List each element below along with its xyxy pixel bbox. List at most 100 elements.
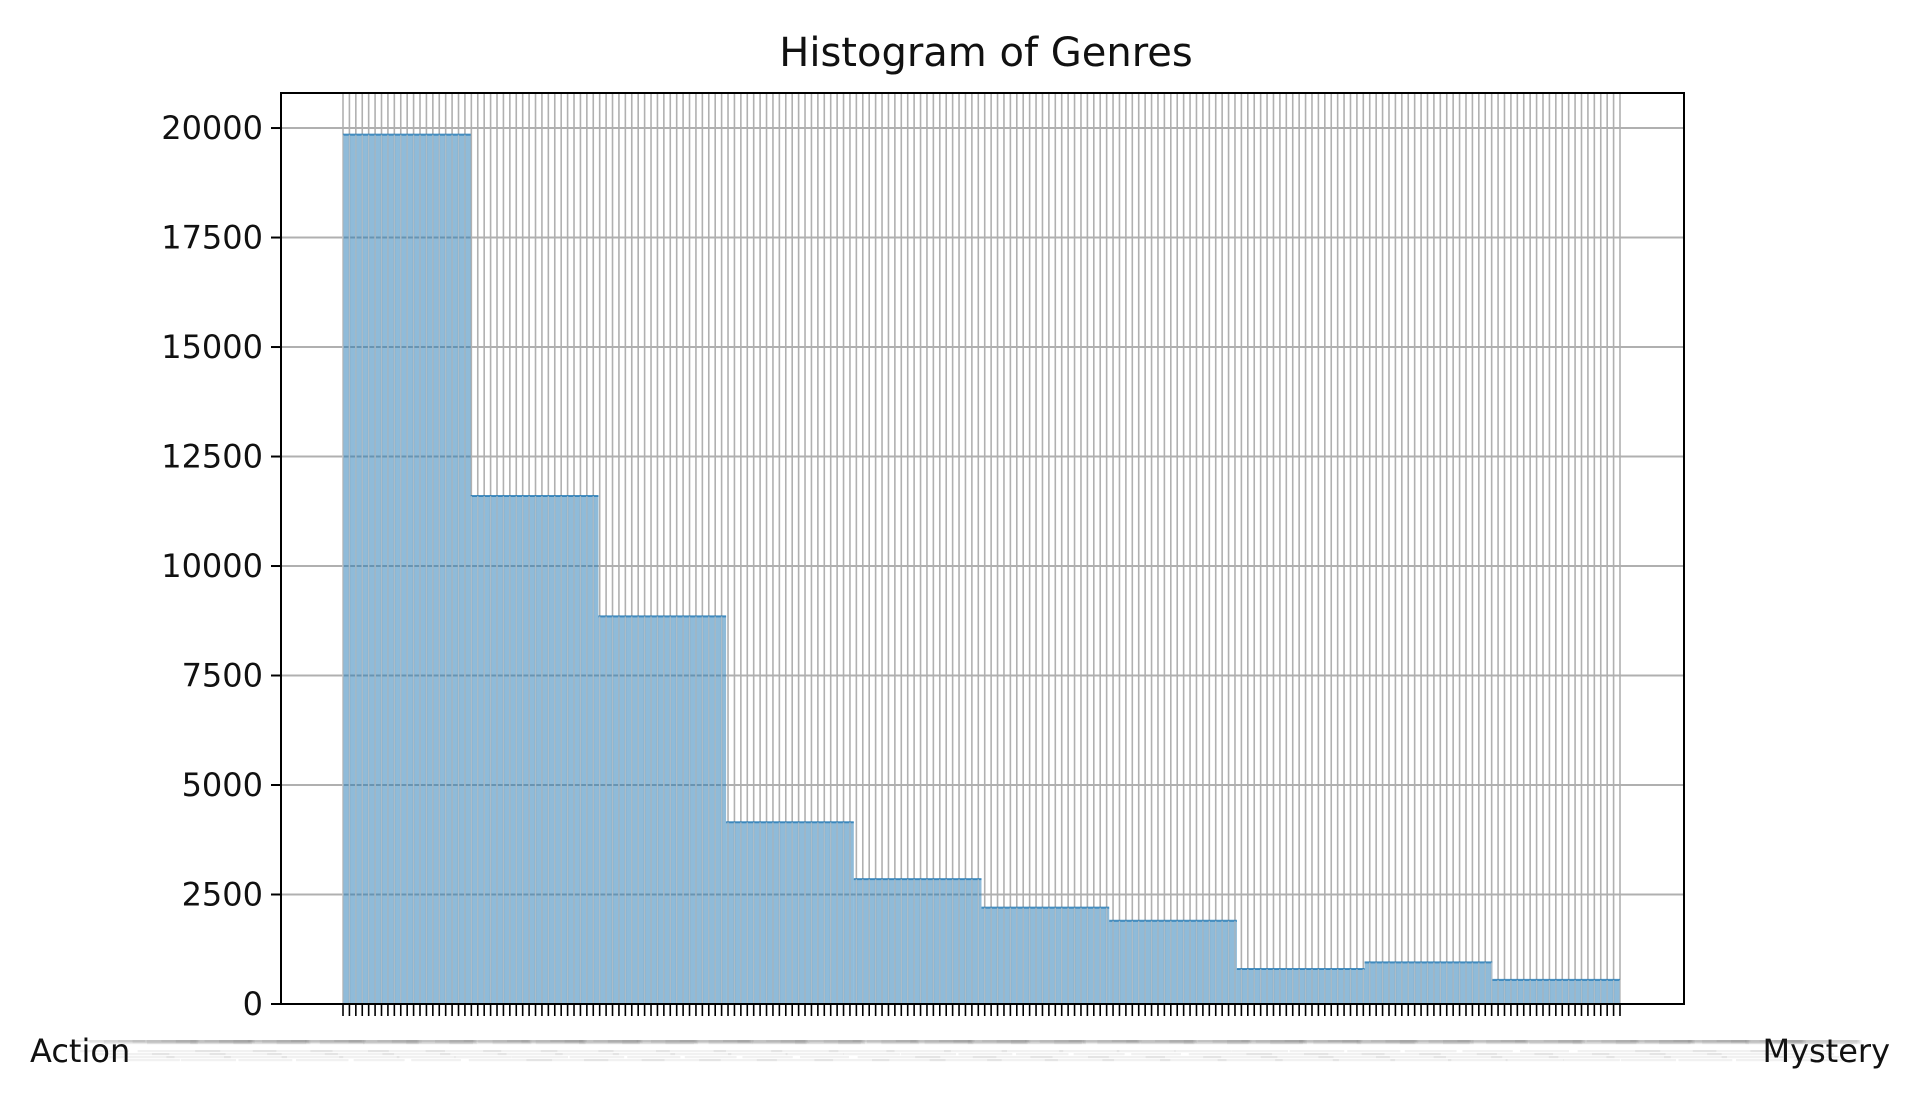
label-smear-stroke	[1558, 1040, 1640, 1044]
label-smear-stroke	[872, 1059, 946, 1062]
label-smear-stroke	[1039, 1040, 1139, 1044]
label-smear-stroke	[1764, 1053, 1835, 1056]
histogram-bar	[598, 616, 727, 1004]
label-smear-stroke	[1692, 1050, 1773, 1053]
label-smear-stroke	[1203, 1056, 1278, 1059]
label-smear-stroke	[1520, 1050, 1569, 1053]
label-smear-stroke	[1736, 1059, 1789, 1062]
label-smear-stroke	[75, 1040, 145, 1043]
histogram-bar	[1236, 968, 1365, 1004]
label-smear-stroke	[396, 1056, 456, 1059]
label-smear-stroke	[1486, 1040, 1583, 1045]
label-smear-stroke	[175, 1040, 255, 1044]
label-smear-stroke	[953, 1040, 1031, 1044]
label-smear-stroke	[852, 1040, 971, 1043]
label-smear-stroke	[353, 1059, 405, 1062]
label-smear-stroke	[1342, 1040, 1419, 1044]
label-smear-stroke	[454, 1056, 512, 1059]
label-smear-stroke	[886, 1050, 951, 1053]
label-smear-stroke	[1145, 1056, 1222, 1059]
label-smear-stroke	[80, 1050, 129, 1053]
axes-layer	[280, 92, 1685, 1005]
label-smear-stroke	[1500, 1040, 1584, 1043]
label-smear-stroke	[723, 1040, 808, 1043]
label-smear-stroke	[1059, 1050, 1120, 1053]
label-smear-stroke	[780, 1040, 864, 1044]
label-smear-stroke	[483, 1050, 558, 1053]
label-smear-stroke	[1155, 1040, 1250, 1043]
label-smear-stroke	[1361, 1053, 1441, 1056]
label-smear-stroke	[1471, 1040, 1581, 1044]
label-smear-stroke	[987, 1059, 1058, 1062]
label-smear-stroke	[1044, 1059, 1115, 1062]
label-smear-stroke	[684, 1056, 737, 1059]
label-smear-stroke	[1126, 1040, 1198, 1044]
label-smear-stroke	[713, 1050, 783, 1053]
label-smear-stroke	[1016, 1053, 1069, 1056]
label-smear-stroke	[1212, 1040, 1306, 1044]
label-smear-stroke	[132, 1040, 251, 1044]
label-smear-stroke	[521, 1040, 639, 1044]
label-smear-stroke	[1702, 1040, 1804, 1045]
label-smear-stroke	[161, 1040, 254, 1043]
label-smear-stroke	[540, 1050, 614, 1053]
label-smear-stroke	[1750, 1050, 1829, 1053]
label-smear-stroke	[319, 1040, 419, 1045]
label-smear-stroke	[737, 1040, 810, 1044]
label-smear-stroke	[1774, 1040, 1861, 1044]
label-smear-stroke	[766, 1040, 863, 1043]
label-smear-stroke	[209, 1053, 282, 1056]
label-smear-stroke	[1001, 1050, 1064, 1053]
label-smear-stroke	[699, 1059, 777, 1062]
label-smear-stroke	[512, 1056, 568, 1059]
label-smear-stroke	[1399, 1040, 1474, 1045]
label-smear-stroke	[147, 1040, 252, 1045]
label-smear-stroke	[641, 1059, 721, 1062]
label-smear-stroke	[1673, 1040, 1751, 1043]
x-tick-label: Mystery	[1762, 1032, 1890, 1070]
label-smear-stroke	[1587, 1040, 1692, 1043]
label-smear-stroke	[1721, 1056, 1784, 1059]
label-smear-stroke	[1462, 1050, 1513, 1053]
histogram-bar	[470, 495, 599, 1004]
label-smear-stroke	[1385, 1040, 1473, 1044]
label-smear-stroke	[89, 1040, 197, 1044]
label-smear-stroke	[1457, 1040, 1530, 1043]
label-smear-stroke	[1275, 1059, 1339, 1062]
label-smear-stroke	[118, 1040, 200, 1043]
label-smear-stroke	[1635, 1050, 1717, 1053]
label-smear-stroke	[1534, 1053, 1610, 1056]
label-smear-stroke	[1793, 1059, 1845, 1062]
label-smear-stroke	[224, 1056, 287, 1059]
label-smear-stroke	[507, 1040, 587, 1043]
label-smear-stroke	[1011, 1040, 1086, 1045]
label-smear-stroke	[915, 1056, 997, 1059]
y-tick-label: 15000	[161, 328, 263, 366]
label-smear-stroke	[612, 1053, 676, 1056]
label-smear-stroke	[363, 1040, 473, 1045]
label-smear-stroke	[1572, 1040, 1691, 1045]
label-smear-stroke	[1745, 1040, 1858, 1045]
histogram-bar	[1109, 920, 1237, 1004]
label-smear-stroke	[1779, 1056, 1840, 1059]
label-smear-stroke	[967, 1040, 1082, 1045]
label-smear-stroke	[708, 1040, 807, 1045]
label-smear-stroke	[1443, 1040, 1528, 1045]
label-smear-stroke	[262, 1040, 364, 1044]
label-smear-stroke	[1217, 1059, 1283, 1062]
label-smear-stroke	[1088, 1056, 1165, 1059]
label-smear-stroke	[1529, 1040, 1637, 1045]
label-smear-stroke	[252, 1050, 333, 1053]
label-smear-stroke	[1183, 1040, 1303, 1045]
label-smear-stroke	[1174, 1050, 1232, 1053]
label-smear-stroke	[1644, 1040, 1748, 1044]
label-smear-stroke	[1371, 1040, 1471, 1043]
histogram-bar	[981, 907, 1110, 1004]
label-smear-stroke	[593, 1040, 696, 1043]
label-smear-stroke	[1025, 1040, 1138, 1043]
label-smear-stroke	[348, 1040, 422, 1044]
label-smear-stroke	[756, 1059, 834, 1062]
label-smear-stroke	[1448, 1059, 1508, 1062]
